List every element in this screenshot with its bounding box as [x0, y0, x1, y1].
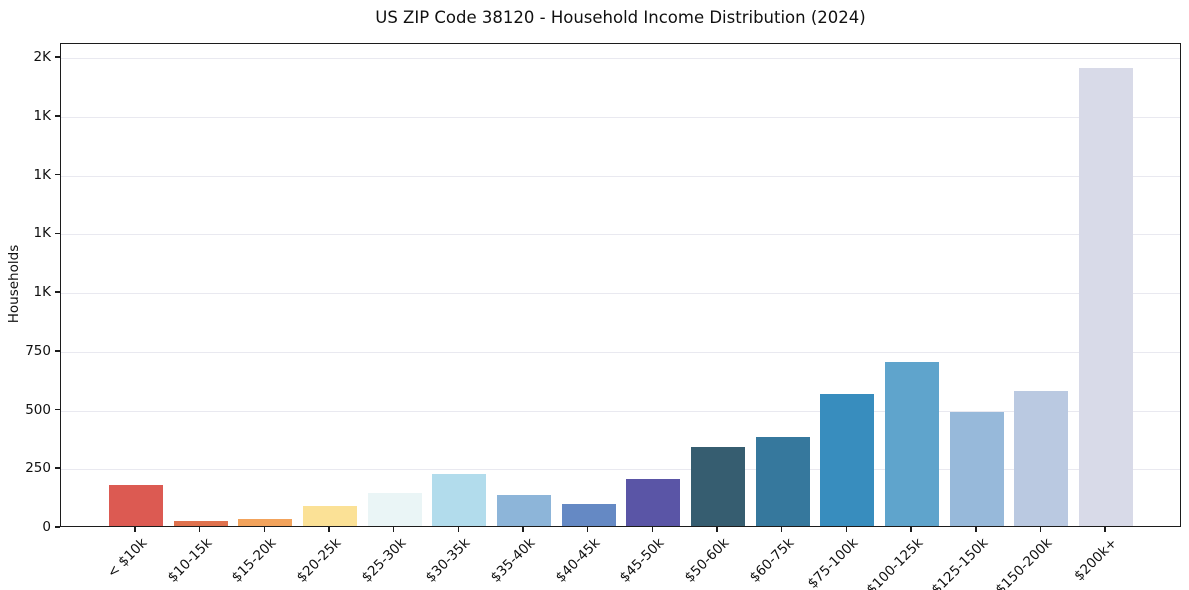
x-tick-label: $10-15k: [164, 535, 215, 586]
gridline: [61, 469, 1180, 471]
x-tick-mark: [522, 527, 524, 532]
plot-area: [60, 43, 1181, 527]
y-tick-label: 1K: [33, 166, 51, 183]
x-tick-label: $30-35k: [422, 535, 474, 586]
bar-100-125k: [885, 362, 940, 526]
bar-10k: [109, 484, 163, 526]
y-tick-mark: [55, 291, 60, 293]
y-tick-label: 250: [25, 460, 51, 477]
y-tick-mark: [55, 56, 60, 58]
y-tick-label: 1K: [33, 284, 51, 301]
gridline: [61, 410, 1180, 412]
bar-150-200k: [1014, 391, 1069, 526]
x-tick-mark: [1039, 527, 1042, 532]
bar-75-100k: [820, 394, 875, 526]
x-tick-mark: [974, 527, 977, 532]
gridline: [61, 351, 1180, 353]
bar-30-35k: [432, 474, 487, 526]
gridline: [61, 116, 1180, 118]
bar-20-25k: [303, 506, 357, 526]
y-tick-label: 500: [25, 401, 51, 418]
y-tick-label: 2K: [33, 49, 51, 66]
x-tick-label: < $10k: [104, 535, 151, 582]
x-tick-mark: [910, 527, 912, 532]
bar-50-60k: [691, 447, 746, 526]
x-tick-mark: [198, 527, 201, 532]
gridline: [61, 293, 1180, 295]
x-tick-label: $150-200k: [992, 535, 1056, 590]
x-tick-label: $60-75k: [746, 535, 798, 586]
bar-10-15k: [173, 521, 228, 526]
y-tick-mark: [55, 467, 60, 470]
y-tick-label: 1K: [33, 225, 51, 242]
x-tick-mark: [780, 527, 783, 532]
x-tick-label: $45-50k: [617, 535, 668, 586]
bar-35-40k: [497, 495, 552, 526]
x-tick-mark: [263, 527, 266, 532]
x-tick-mark: [651, 527, 654, 532]
bar-125-150k: [949, 412, 1004, 526]
y-tick-label: 0: [42, 519, 51, 535]
y-tick-mark: [55, 526, 60, 528]
x-tick-label: $50-60k: [681, 535, 733, 586]
gridline: [61, 58, 1180, 60]
x-tick-mark: [845, 527, 848, 532]
bar-45-50k: [626, 479, 681, 526]
y-tick-mark: [55, 349, 60, 352]
gridline: [61, 175, 1180, 177]
x-tick-label: $15-20k: [228, 535, 280, 586]
y-tick-label: 1K: [33, 107, 51, 124]
x-tick-label: $125-150k: [928, 535, 992, 590]
bar-40-45k: [561, 504, 616, 526]
x-tick-label: $200k+: [1071, 535, 1121, 585]
x-tick-mark: [716, 527, 718, 532]
y-tick-mark: [55, 232, 60, 235]
x-tick-label: $20-25k: [293, 535, 345, 586]
y-tick-mark: [55, 408, 60, 411]
y-tick-mark: [55, 173, 60, 176]
x-tick-mark: [1104, 527, 1106, 532]
x-tick-label: $75-100k: [804, 535, 862, 590]
bar-15-20k: [238, 519, 293, 526]
gridline: [61, 234, 1180, 236]
x-tick-label: $35-40k: [487, 535, 539, 586]
x-tick-label: $100-125k: [863, 535, 927, 590]
chart-title: US ZIP Code 38120 - Household Income Dis…: [375, 8, 866, 27]
y-tick-label: 750: [25, 342, 51, 359]
x-tick-mark: [392, 527, 395, 532]
x-tick-label: $40-45k: [552, 535, 604, 586]
bar-60-75k: [755, 436, 810, 526]
x-tick-mark: [457, 527, 460, 532]
x-tick-mark: [586, 527, 589, 532]
x-tick-label: $25-30k: [358, 535, 409, 586]
bar-200k: [1079, 67, 1134, 526]
x-tick-mark: [328, 527, 330, 532]
bar-25-30k: [367, 493, 422, 526]
x-tick-mark: [134, 527, 136, 532]
y-tick-mark: [55, 115, 60, 117]
